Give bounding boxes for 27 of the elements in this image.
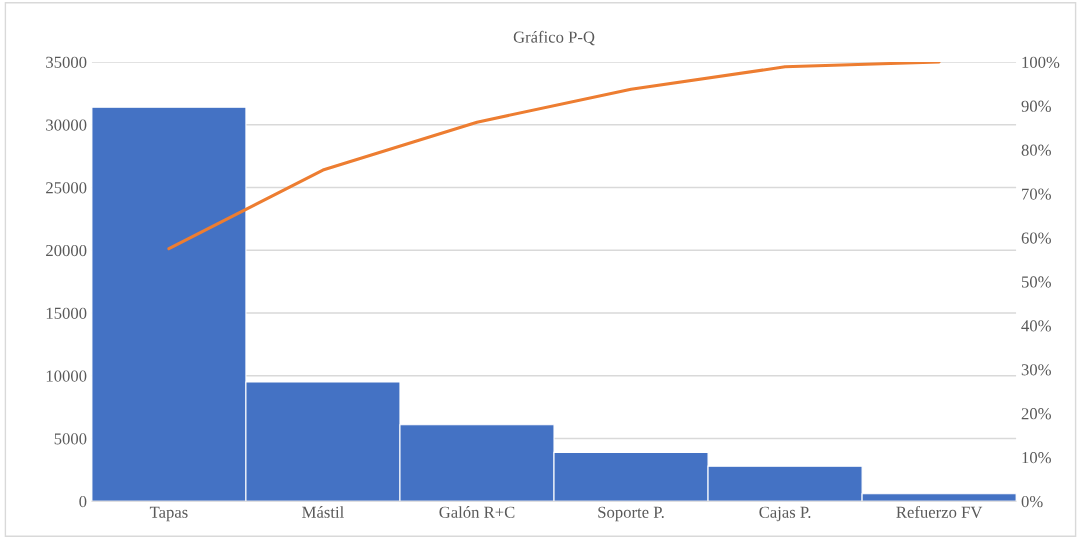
y-tick-label: 20000 — [46, 244, 87, 257]
x-tick-label: Refuerzo FV — [896, 505, 983, 518]
y-tick-label: 30000 — [46, 119, 87, 131]
chart-title: Gráfico P-Q — [513, 30, 595, 46]
y-tick-label: 35000 — [46, 56, 87, 68]
y-tick-label: 15000 — [46, 307, 87, 319]
y2-tick-label: 0% — [1021, 495, 1043, 508]
y2-tick-label: 20% — [1021, 408, 1051, 420]
y2-tick-label: 10% — [1022, 452, 1051, 464]
x-tick-label: Tapas — [149, 506, 188, 522]
line-series — [167, 61, 941, 251]
y2-tick-label: 90% — [1021, 100, 1051, 112]
y-tick-label: 10000 — [46, 370, 87, 382]
x-tick-label: Mástil — [302, 506, 344, 518]
y2-tick-label: 50% — [1021, 276, 1051, 288]
x-tick-label: Soporte P. — [598, 506, 664, 522]
y2-tick-label: 80% — [1021, 144, 1051, 156]
y-tick-label: 0 — [79, 495, 87, 508]
y2-tick-label: 100% — [1022, 56, 1060, 68]
y2-tick-label: 40% — [1021, 320, 1051, 332]
y-tick-label: 25000 — [46, 182, 87, 194]
y2-tick-label: 60% — [1021, 232, 1051, 244]
x-tick-label: Cajas P. — [759, 506, 811, 522]
y2-tick-label: 70% — [1022, 188, 1051, 200]
y-tick-label: 5000 — [54, 433, 87, 445]
x-tick-label: Galón R+C — [439, 506, 515, 518]
y2-tick-label: 30% — [1021, 364, 1051, 376]
